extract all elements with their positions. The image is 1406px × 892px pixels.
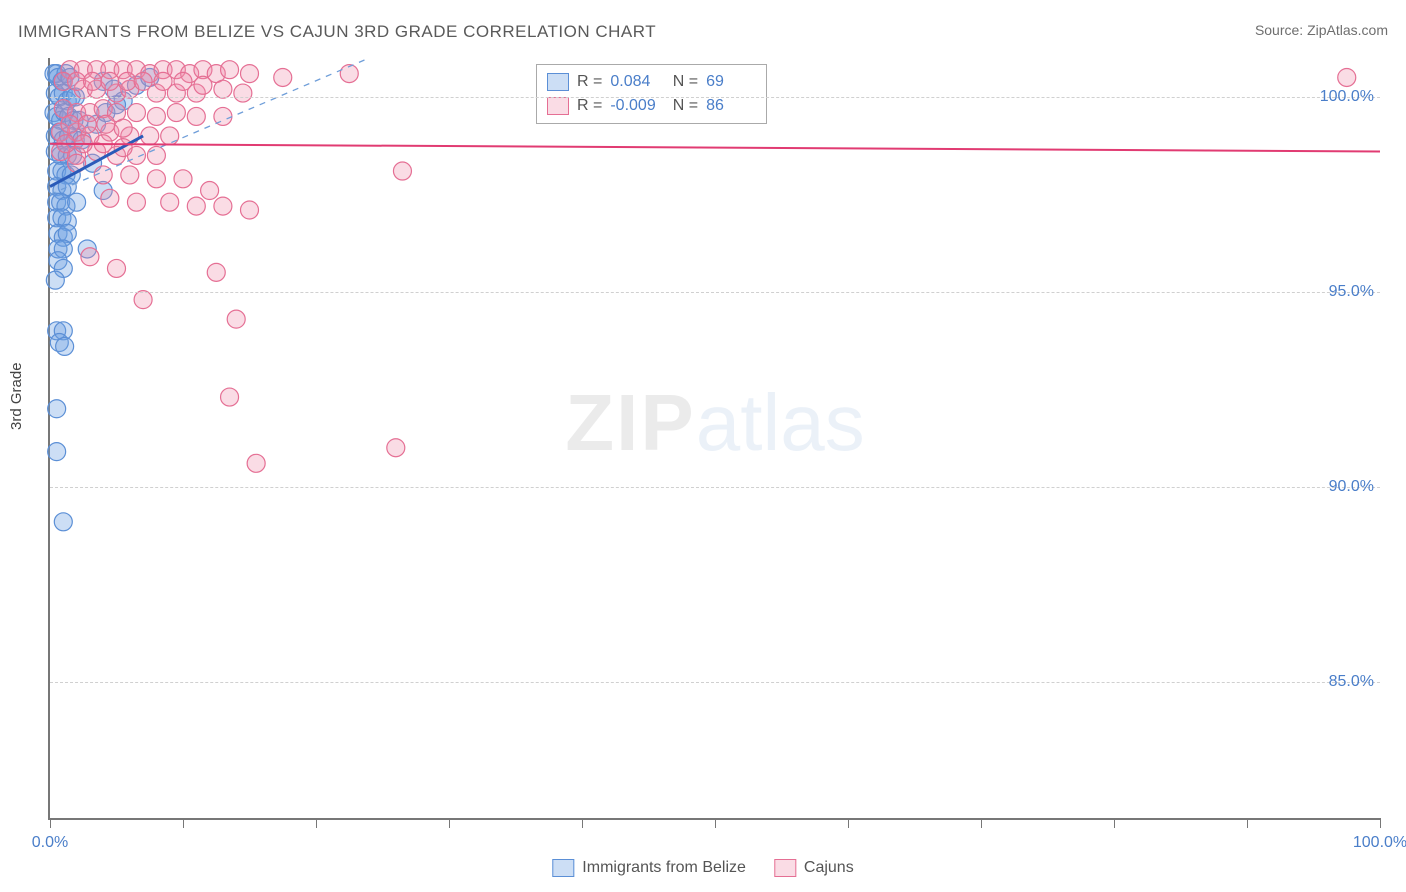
stat-swatch-belize bbox=[547, 73, 569, 91]
series-legend-item-belize: Immigrants from Belize bbox=[552, 856, 746, 880]
series-legend-item-cajuns: Cajuns bbox=[774, 856, 854, 880]
scatter-point-cajuns bbox=[174, 170, 192, 188]
scatter-point-cajuns bbox=[207, 263, 225, 281]
x-tick bbox=[715, 818, 716, 828]
x-tick bbox=[50, 818, 51, 828]
scatter-point-cajuns bbox=[161, 127, 179, 145]
scatter-point-cajuns bbox=[247, 454, 265, 472]
scatter-point-cajuns bbox=[393, 162, 411, 180]
scatter-point-belize bbox=[68, 193, 86, 211]
scatter-point-cajuns bbox=[201, 182, 219, 200]
scatter-point-cajuns bbox=[241, 201, 259, 219]
source-label: Source: bbox=[1255, 22, 1307, 38]
scatter-point-cajuns bbox=[387, 439, 405, 457]
scatter-point-cajuns bbox=[147, 170, 165, 188]
scatter-point-cajuns bbox=[187, 197, 205, 215]
scatter-point-cajuns bbox=[118, 72, 136, 90]
scatter-point-cajuns bbox=[227, 310, 245, 328]
stat-swatch-cajuns bbox=[547, 97, 569, 115]
x-tick bbox=[1247, 818, 1248, 828]
scatter-point-cajuns bbox=[134, 72, 152, 90]
scatter-point-cajuns bbox=[61, 115, 79, 133]
scatter-point-belize bbox=[48, 443, 66, 461]
series-label-belize: Immigrants from Belize bbox=[582, 856, 746, 880]
x-tick bbox=[1380, 818, 1381, 828]
scatter-point-cajuns bbox=[147, 146, 165, 164]
scatter-point-cajuns bbox=[108, 259, 126, 277]
scatter-plot-area: ZIPatlas R =0.084 N =69R =-0.009 N =86 8… bbox=[48, 58, 1380, 820]
y-tick-label: 85.0% bbox=[1329, 673, 1374, 691]
scatter-point-cajuns bbox=[221, 388, 239, 406]
series-swatch-belize bbox=[552, 859, 574, 877]
chart-title: IMMIGRANTS FROM BELIZE VS CAJUN 3RD GRAD… bbox=[18, 22, 656, 42]
scatter-point-cajuns bbox=[68, 72, 86, 90]
scatter-point-cajuns bbox=[81, 248, 99, 266]
scatter-point-cajuns bbox=[1338, 68, 1356, 86]
x-tick bbox=[1114, 818, 1115, 828]
scatter-point-cajuns bbox=[127, 104, 145, 122]
stat-legend-row-belize: R = 0.084 N = 69 bbox=[547, 70, 756, 94]
scatter-point-cajuns bbox=[114, 119, 132, 137]
scatter-point-cajuns bbox=[121, 166, 139, 184]
stat-N-value-belize: 69 bbox=[706, 70, 756, 94]
scatter-point-cajuns bbox=[141, 127, 159, 145]
source-value: ZipAtlas.com bbox=[1307, 22, 1388, 38]
scatter-point-cajuns bbox=[241, 65, 259, 83]
x-tick bbox=[981, 818, 982, 828]
scatter-point-cajuns bbox=[101, 189, 119, 207]
gridline-h bbox=[50, 682, 1380, 683]
scatter-point-cajuns bbox=[340, 65, 358, 83]
scatter-point-cajuns bbox=[101, 72, 119, 90]
x-tick bbox=[449, 818, 450, 828]
x-tick bbox=[582, 818, 583, 828]
x-tick bbox=[183, 818, 184, 828]
scatter-point-belize bbox=[56, 337, 74, 355]
series-label-cajuns: Cajuns bbox=[804, 856, 854, 880]
gridline-h bbox=[50, 97, 1380, 98]
x-tick-label: 0.0% bbox=[32, 834, 68, 852]
stat-R-label: R = bbox=[577, 70, 602, 94]
scatter-point-cajuns bbox=[84, 72, 102, 90]
x-tick bbox=[848, 818, 849, 828]
trend-line-cajuns bbox=[50, 144, 1380, 152]
scatter-point-cajuns bbox=[274, 68, 292, 86]
scatter-svg bbox=[50, 58, 1380, 818]
stat-N-label: N = bbox=[668, 70, 698, 94]
gridline-h bbox=[50, 292, 1380, 293]
scatter-point-cajuns bbox=[174, 72, 192, 90]
scatter-point-belize bbox=[48, 400, 66, 418]
scatter-point-cajuns bbox=[214, 197, 232, 215]
scatter-point-belize bbox=[46, 271, 64, 289]
y-tick-label: 90.0% bbox=[1329, 478, 1374, 496]
scatter-point-cajuns bbox=[147, 107, 165, 125]
scatter-point-cajuns bbox=[97, 115, 115, 133]
gridline-h bbox=[50, 487, 1380, 488]
y-tick-label: 100.0% bbox=[1320, 88, 1374, 106]
series-swatch-cajuns bbox=[774, 859, 796, 877]
scatter-point-cajuns bbox=[127, 193, 145, 211]
correlation-stats-legend: R =0.084 N =69R =-0.009 N =86 bbox=[536, 64, 767, 124]
scatter-point-cajuns bbox=[194, 76, 212, 94]
series-legend: Immigrants from Belize Cajuns bbox=[552, 856, 853, 880]
scatter-point-cajuns bbox=[167, 104, 185, 122]
scatter-point-cajuns bbox=[78, 115, 96, 133]
y-axis-label: 3rd Grade bbox=[8, 362, 25, 430]
x-tick-label: 100.0% bbox=[1353, 834, 1406, 852]
scatter-point-belize bbox=[54, 513, 72, 531]
x-tick bbox=[316, 818, 317, 828]
scatter-point-cajuns bbox=[234, 84, 252, 102]
scatter-point-cajuns bbox=[187, 107, 205, 125]
scatter-point-cajuns bbox=[214, 80, 232, 98]
scatter-point-cajuns bbox=[134, 291, 152, 309]
scatter-point-cajuns bbox=[154, 72, 172, 90]
y-tick-label: 95.0% bbox=[1329, 283, 1374, 301]
source-credit: Source: ZipAtlas.com bbox=[1255, 22, 1388, 38]
scatter-point-cajuns bbox=[221, 61, 239, 79]
scatter-point-cajuns bbox=[161, 193, 179, 211]
stat-R-value-belize: 0.084 bbox=[610, 70, 660, 94]
